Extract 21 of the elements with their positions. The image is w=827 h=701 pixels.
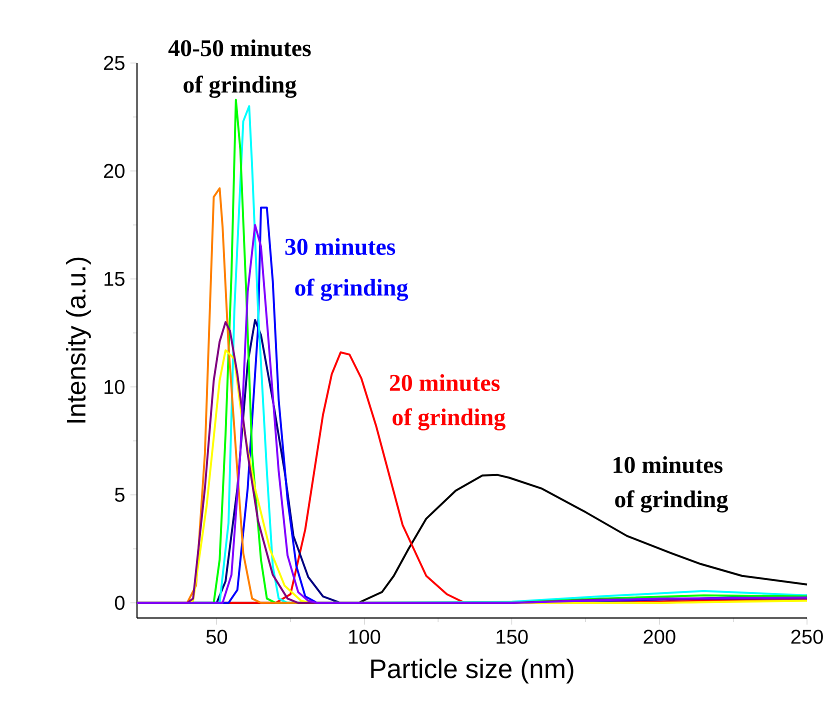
y-tick-label: 5 bbox=[114, 488, 124, 502]
y-tick-label: 0 bbox=[114, 596, 124, 610]
annotation: 10 minutes bbox=[614, 456, 722, 474]
x-tick-label: 50 bbox=[206, 630, 228, 644]
y-tick-label: 15 bbox=[104, 272, 124, 286]
y-tick-label: 20 bbox=[104, 164, 124, 178]
x-tick-label: 250 bbox=[791, 630, 823, 644]
annotation: of grinding bbox=[392, 408, 506, 430]
annotation: of grinding bbox=[184, 76, 296, 98]
annotation: 20 minutes bbox=[390, 374, 500, 392]
annotation: of grinding bbox=[615, 490, 728, 512]
annotation: 30 minutes bbox=[285, 238, 396, 256]
annotation: of grinding bbox=[295, 278, 408, 301]
x-axis-title: Particle size (nm) bbox=[371, 658, 574, 684]
x-tick-label: 100 bbox=[349, 630, 380, 644]
text: 40-50 minutes bbox=[168, 39, 311, 56]
y-tick-label: 25 bbox=[104, 56, 124, 70]
x-tick-label: 150 bbox=[496, 630, 528, 644]
y-axis-title: Intensity (a.u.) bbox=[66, 258, 91, 423]
x-tick-label: 200 bbox=[644, 630, 676, 644]
y-tick-label: 10 bbox=[104, 380, 124, 394]
